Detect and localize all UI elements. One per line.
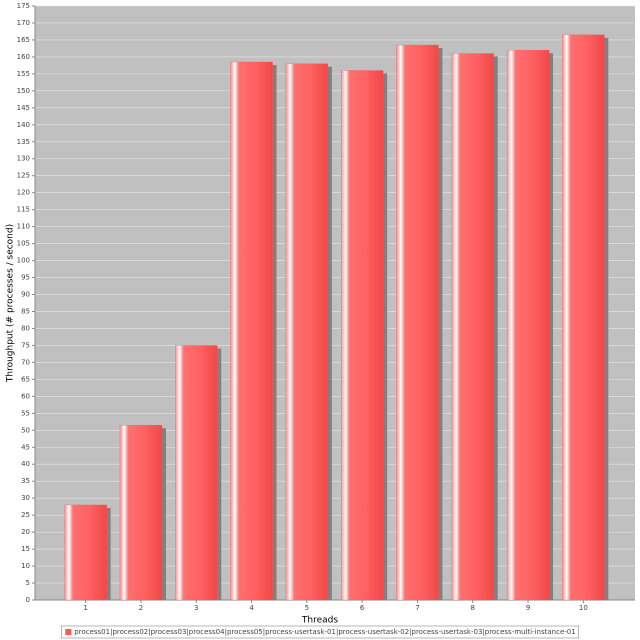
y-tick-label: 35 [21, 477, 30, 485]
x-tick-label: 1 [83, 604, 87, 612]
y-tick-label: 170 [17, 19, 30, 27]
y-tick-label: 105 [17, 240, 30, 248]
y-tick-label: 175 [17, 2, 30, 10]
x-axis-title: Threads [301, 616, 338, 626]
x-tick-label: 8 [471, 604, 475, 612]
y-tick-label: 95 [21, 274, 30, 282]
y-tick-label: 125 [17, 172, 30, 180]
y-tick-label: 20 [21, 528, 30, 536]
y-tick-label: 15 [21, 545, 30, 553]
y-tick-label: 85 [21, 307, 30, 315]
bar [340, 70, 384, 601]
x-tick-label: 9 [526, 604, 530, 612]
legend-swatch [65, 629, 72, 635]
y-tick-label: 75 [21, 341, 30, 349]
y-tick-label: 160 [17, 53, 30, 61]
bar [64, 504, 107, 601]
y-tick-label: 30 [21, 494, 30, 502]
legend-label: process01|process02|process03|process04|… [74, 628, 575, 636]
y-tick-label: 155 [17, 70, 30, 78]
y-tick-label: 45 [21, 443, 30, 451]
y-tick-label: 65 [21, 375, 30, 383]
y-tick-label: 5 [26, 579, 30, 587]
x-tick-label: 10 [579, 604, 588, 612]
y-tick-label: 80 [21, 324, 30, 332]
y-tick-label: 90 [21, 291, 30, 299]
bar [119, 425, 163, 601]
y-tick-label: 55 [21, 409, 30, 417]
y-tick-label: 150 [17, 87, 30, 95]
bar [451, 53, 494, 601]
y-tick-label: 115 [17, 206, 30, 214]
x-tick-label: 7 [415, 604, 419, 612]
x-tick-label: 2 [139, 604, 143, 612]
y-tick-label: 130 [17, 155, 30, 163]
bar [562, 34, 605, 601]
x-tick-label: 4 [249, 604, 254, 612]
y-tick-label: 145 [17, 104, 30, 112]
bar [396, 44, 439, 601]
y-tick-label: 70 [21, 358, 30, 366]
bar [506, 49, 550, 601]
y-tick-label: 25 [21, 511, 30, 519]
y-tick-label: 120 [17, 189, 30, 197]
y-tick-label: 135 [17, 138, 30, 146]
y-tick-label: 40 [21, 460, 30, 468]
x-tick-label: 3 [194, 604, 198, 612]
y-tick-label: 100 [17, 257, 30, 265]
y-tick-label: 110 [17, 223, 30, 231]
y-axis-title: Throughput (# processes / second) [6, 224, 16, 383]
y-tick-label: 60 [21, 392, 30, 400]
legend-box [60, 625, 580, 639]
x-tick-label: 5 [305, 604, 309, 612]
y-tick-label: 165 [17, 36, 30, 44]
y-tick-label: 0 [26, 596, 30, 604]
y-tick-label: 140 [17, 121, 30, 129]
bar [285, 63, 329, 601]
bar [230, 61, 273, 601]
y-tick-label: 10 [21, 562, 30, 570]
bar [175, 345, 218, 601]
x-tick-label: 6 [360, 604, 365, 612]
y-tick-label: 50 [21, 426, 30, 434]
